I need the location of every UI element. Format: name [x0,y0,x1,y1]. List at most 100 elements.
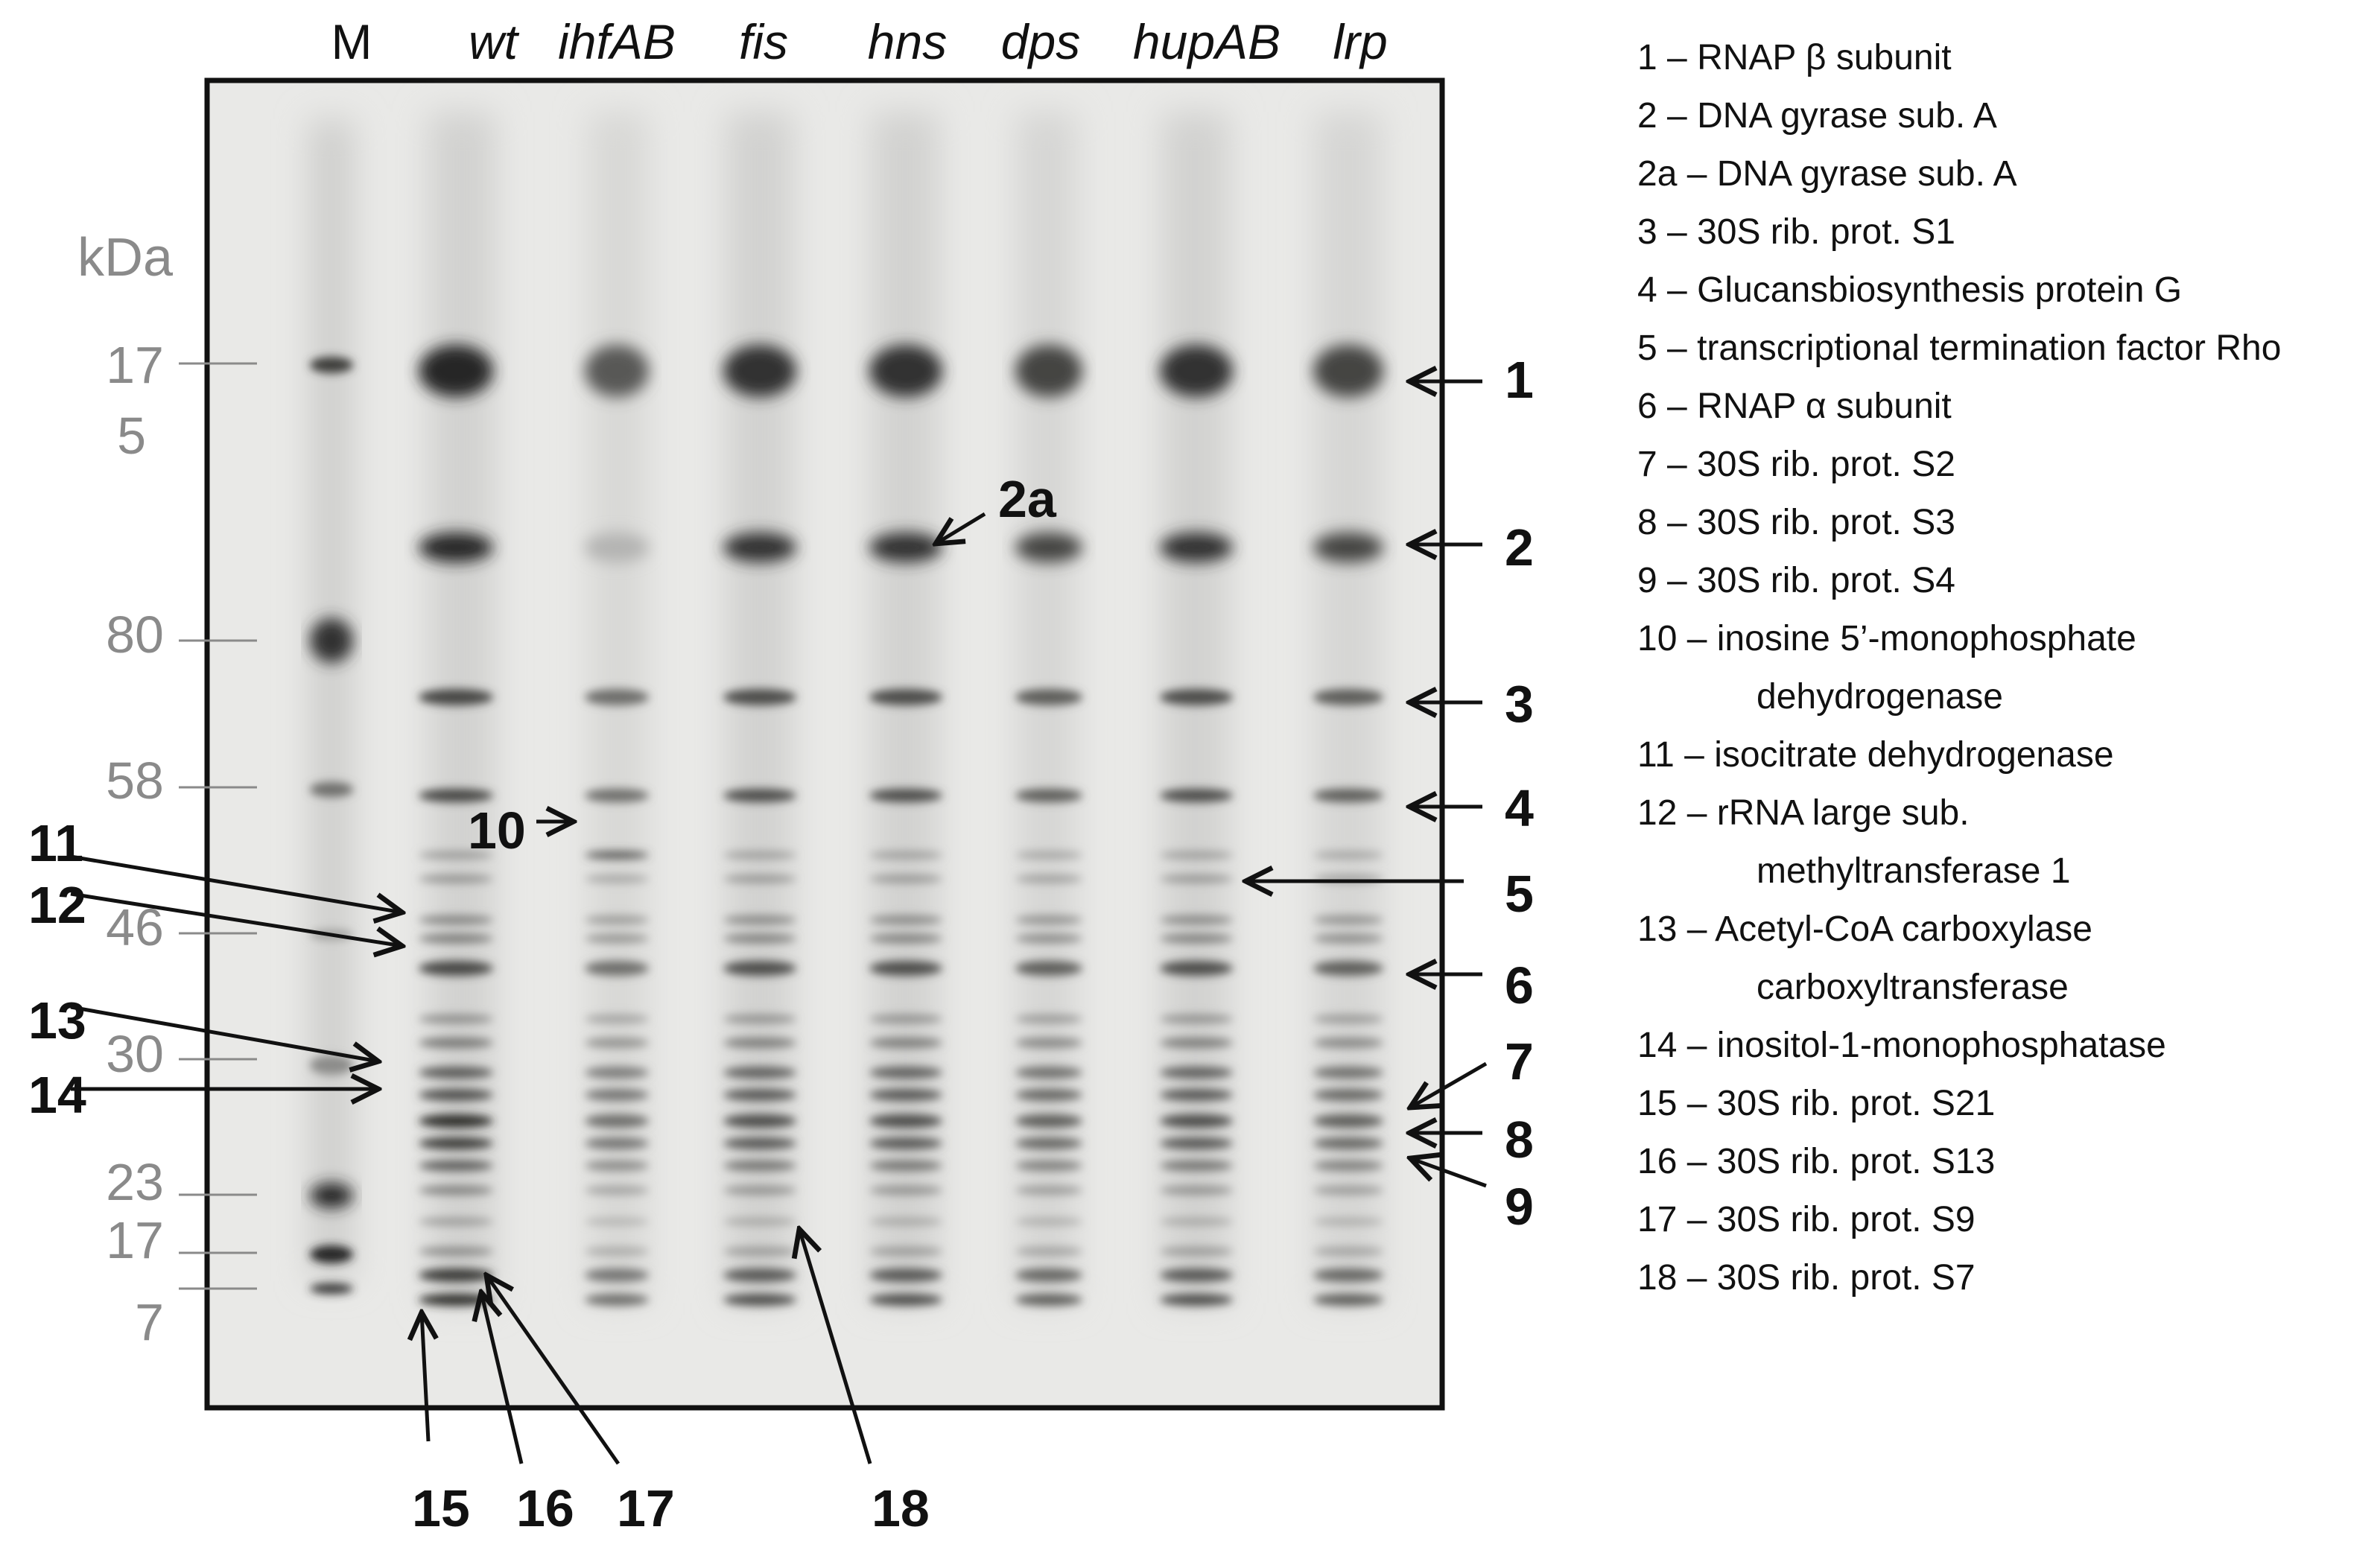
legend-item-10-cont: dehydrogenase [1757,677,2003,717]
band-number-4: 4 [1505,779,1534,837]
band-lrp-0 [1313,345,1383,397]
legend-item-11: 11 – isocitrate dehydrogenase [1637,735,2114,775]
legend-item-1: 1 – RNAP β subunit [1637,38,1952,77]
lane-smear-dps [1017,112,1076,1303]
band-dps-14 [1015,1137,1082,1149]
mw-label-23: 23 [106,1153,164,1211]
band-fis-11 [723,1067,796,1079]
band-dps-2 [1015,689,1082,705]
band-wt-9 [419,1014,493,1023]
lane-smear-hns [872,112,939,1303]
band-fis-10 [723,1038,796,1048]
band-hns-17 [869,1218,942,1225]
lane-label-wt: wt [469,14,518,69]
band-ihfab-2 [585,689,649,705]
legend-item-17: 17 – 30S rib. prot. S9 [1637,1200,1976,1239]
band-fis-13 [723,1114,796,1128]
band-wt-10 [419,1038,493,1048]
band-dps-15 [1015,1160,1082,1171]
band-number-16: 16 [516,1479,574,1537]
legend-item-16: 16 – 30S rib. prot. S13 [1637,1142,1996,1181]
band-hupab-15 [1160,1160,1233,1171]
band-marker-5 [310,1183,353,1208]
band-fis-4 [723,851,796,859]
band-hns-9 [869,1014,942,1023]
band-hupab-11 [1160,1067,1233,1079]
band-number-2a: 2a [998,470,1056,528]
band-wt-5 [419,875,493,883]
band-lrp-17 [1313,1218,1383,1225]
legend-item-12: 12 – rRNA large sub. methyltransferase 1 [1637,793,2071,891]
band-fis-8 [723,961,796,976]
band-ihfab-19 [585,1268,649,1282]
band-lrp-15 [1313,1160,1383,1171]
band-ihfab-18 [585,1247,649,1256]
band-marker-0 [310,357,353,373]
band-hns-3 [869,789,942,802]
band-lrp-9 [1313,1014,1383,1023]
legend-item-13-cont: carboxyltransferase [1757,968,2069,1007]
band-marker-7 [310,1283,353,1294]
band-hns-14 [869,1137,942,1149]
band-ihfab-16 [585,1186,649,1195]
lane-smear-ihfab [588,112,648,1303]
band-hns-13 [869,1114,942,1128]
band-wt-6 [419,915,493,924]
arrow-18 [799,1229,872,1464]
band-dps-7 [1015,934,1082,943]
arrow-15 [422,1312,428,1442]
band-dps-20 [1015,1294,1082,1306]
band-ihfab-13 [585,1114,649,1128]
band-hns-0 [869,345,942,397]
band-dps-19 [1015,1268,1082,1282]
band-ihfab-3 [585,789,649,802]
band-hupab-0 [1160,345,1233,397]
band-ihfab-5 [585,875,649,883]
band-fis-7 [723,934,796,943]
legend-item-8: 8 – 30S rib. prot. S3 [1637,503,1955,542]
band-number-12: 12 [28,876,86,934]
band-dps-0 [1015,345,1082,397]
band-hns-5 [869,875,942,883]
arrow-11 [70,854,402,912]
mw-ticks [179,362,257,1290]
lane-smear-fis [726,112,793,1303]
band-fis-14 [723,1137,796,1149]
band-fis-16 [723,1186,796,1195]
band-wt-4 [419,851,493,859]
band-hupab-10 [1160,1038,1233,1048]
band-hupab-5 [1160,875,1233,883]
mw-label-175a: 17 [106,336,164,394]
band-fis-20 [723,1294,796,1306]
band-fis-12 [723,1089,796,1101]
band-hupab-9 [1160,1014,1233,1023]
band-fis-5 [723,875,796,883]
legend-item-5: 5 – transcriptional termination factor R… [1637,328,2282,368]
band-dps-1 [1015,533,1082,562]
mw-unit-label: kDa [77,228,174,288]
band-number-1: 1 [1505,351,1534,409]
band-lrp-1 [1313,533,1383,562]
band-number-18: 18 [872,1479,930,1537]
band-hupab-17 [1160,1218,1233,1225]
mw-label-46: 46 [106,898,164,956]
band-hns-16 [869,1186,942,1195]
band-dps-17 [1015,1218,1082,1225]
lane-label-dps: dps [1000,14,1081,69]
protein-bands [310,345,1383,1306]
mw-label-7: 7 [135,1293,164,1351]
band-ihfab-17 [585,1218,649,1225]
legend-item-13: 13 – Acetyl-CoA carboxylase carboxyltrans… [1637,909,2092,1007]
arrow-2a [936,512,986,544]
band-marker-1 [310,618,353,663]
band-ihfab-1 [585,533,649,562]
band-lrp-16 [1313,1186,1383,1195]
band-hupab-6 [1160,915,1233,924]
legend-item-6: 6 – RNAP α subunit [1637,387,1952,426]
band-ihfab-15 [585,1160,649,1171]
band-lrp-20 [1313,1294,1383,1306]
band-number-17: 17 [617,1479,675,1537]
band-dps-9 [1015,1014,1082,1023]
band-wt-7 [419,934,493,943]
band-dps-4 [1015,851,1082,859]
